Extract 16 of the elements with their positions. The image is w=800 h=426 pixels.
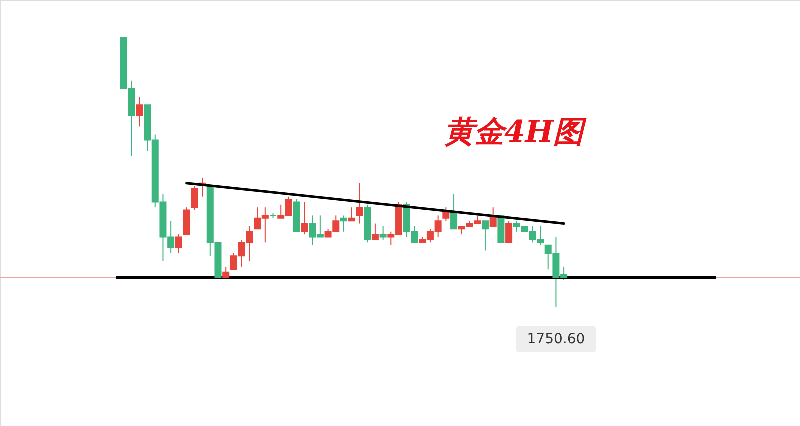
candlestick — [136, 96, 144, 128]
candlestick — [482, 220, 489, 252]
text: 1750.60 — [527, 331, 586, 348]
text: 黄金4H图 — [444, 115, 588, 150]
candlestick — [175, 234, 182, 254]
candlestick — [442, 207, 450, 222]
candlestick — [372, 223, 379, 240]
candlestick — [348, 207, 356, 222]
candlestick — [222, 266, 230, 278]
candlestick — [450, 194, 458, 230]
candlestick — [380, 226, 387, 240]
candlestick — [506, 220, 513, 244]
candlestick — [356, 182, 364, 224]
candlestick — [191, 186, 198, 211]
candlestick — [340, 215, 348, 232]
candlestick — [301, 202, 308, 236]
